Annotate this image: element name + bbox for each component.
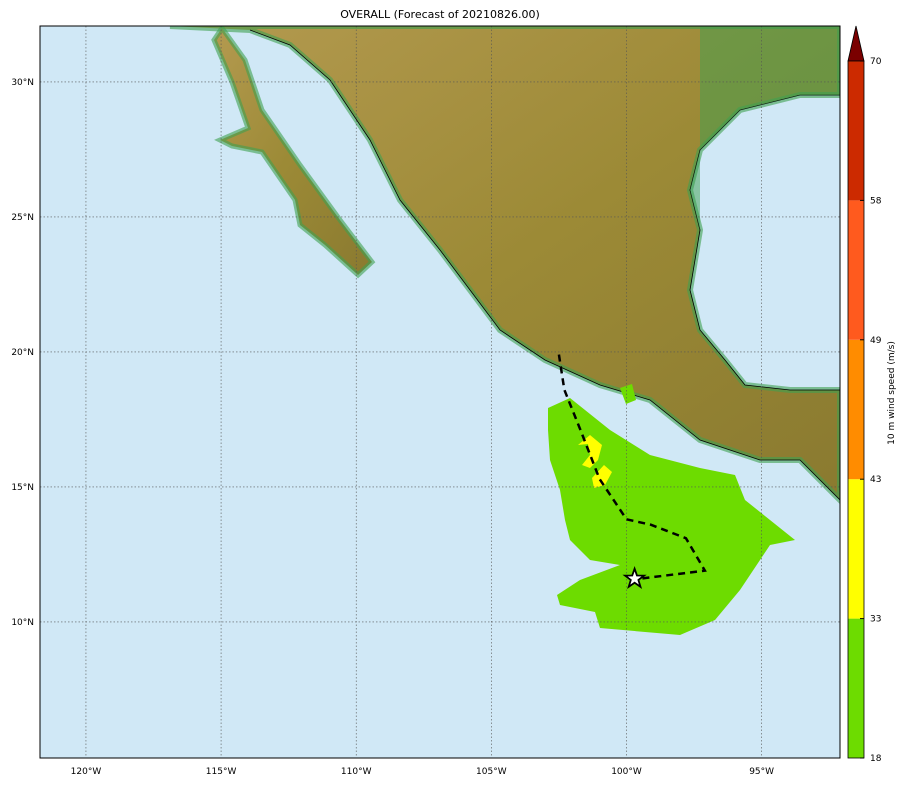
colorbar-segment	[848, 61, 864, 201]
colorbar-tick-label: 33	[870, 615, 881, 625]
lat-tick-label: 20°N	[11, 348, 34, 358]
map-frame	[39, 25, 841, 759]
lat-tick-label: 25°N	[11, 213, 34, 223]
lon-tick-label: 100°W	[611, 767, 642, 777]
colorbar-segment	[848, 479, 864, 619]
wind-area-33-43	[578, 435, 612, 488]
lon-tick-label: 110°W	[341, 767, 372, 777]
star-icon	[622, 565, 647, 590]
lon-tick-label: 115°W	[206, 767, 237, 777]
colorbar-segment	[848, 339, 864, 480]
colorbar-tick-label: 70	[870, 57, 882, 67]
colorbar-tick-label: 43	[870, 475, 881, 485]
wind-area-18-33	[548, 398, 795, 635]
lat-tick-label: 15°N	[11, 483, 34, 493]
colorbar-segment	[848, 200, 864, 340]
colorbar-tick-label: 18	[870, 754, 882, 764]
colorbar-tick-label: 49	[870, 336, 882, 346]
colorbar-extend-arrow	[847, 25, 865, 62]
graticule	[40, 26, 840, 758]
lat-tick-label: 30°N	[11, 78, 34, 88]
lon-tick-label: 120°W	[71, 767, 102, 777]
lon-tick-label: 105°W	[476, 767, 507, 777]
lon-tick-label: 95°W	[749, 767, 774, 777]
colorbar-label: 10 m wind speed (m/s)	[887, 341, 897, 445]
storm-track	[557, 354, 707, 580]
land-green-highlands	[690, 26, 840, 230]
colorbar-segment	[848, 618, 864, 758]
land-baja	[211, 26, 376, 279]
wind-patch	[620, 384, 636, 404]
colorbar-outline	[847, 60, 865, 759]
colorbar: 18 33 43 49 58 70	[847, 25, 882, 764]
map-title: OVERALL (Forecast of 20210826.00)	[340, 8, 540, 21]
lat-tick-label: 10°N	[11, 618, 34, 628]
colorbar-tick-label: 58	[870, 196, 882, 206]
